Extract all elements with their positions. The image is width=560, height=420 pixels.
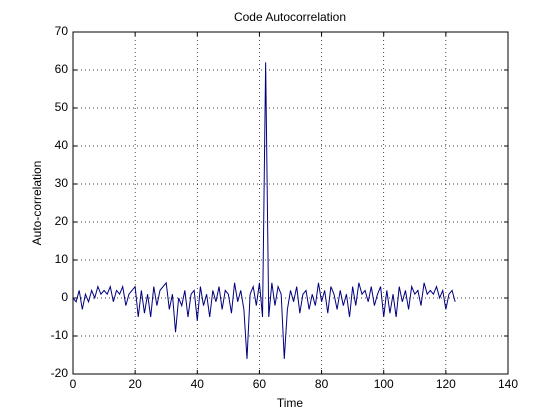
x-tick-label: 20 bbox=[128, 377, 142, 391]
x-tick-label: 100 bbox=[374, 377, 394, 391]
y-tick-label: 50 bbox=[55, 100, 69, 114]
x-axis-label: Time bbox=[277, 396, 304, 410]
y-tick-label: -20 bbox=[51, 366, 69, 380]
chart-title: Code Autocorrelation bbox=[234, 10, 346, 24]
y-tick-label: 40 bbox=[55, 138, 69, 152]
y-tick-label: 10 bbox=[55, 252, 69, 266]
x-tick-label: 40 bbox=[191, 377, 205, 391]
y-tick-label: 60 bbox=[55, 62, 69, 76]
axes-box bbox=[72, 31, 509, 375]
y-axis-label: Auto-correlation bbox=[30, 161, 44, 246]
x-tick-label: 0 bbox=[70, 377, 77, 391]
y-tick-label: 70 bbox=[55, 24, 69, 38]
x-tick-label: 80 bbox=[315, 377, 329, 391]
x-tick-label: 60 bbox=[253, 377, 267, 391]
y-tick-label: -10 bbox=[51, 328, 69, 342]
data-line bbox=[72, 62, 456, 359]
y-tick-label: 20 bbox=[55, 214, 69, 228]
x-tick-label: 120 bbox=[436, 377, 456, 391]
x-tick-label: 140 bbox=[498, 377, 518, 391]
y-tick-label: 0 bbox=[61, 290, 68, 304]
y-tick-label: 30 bbox=[55, 176, 69, 190]
